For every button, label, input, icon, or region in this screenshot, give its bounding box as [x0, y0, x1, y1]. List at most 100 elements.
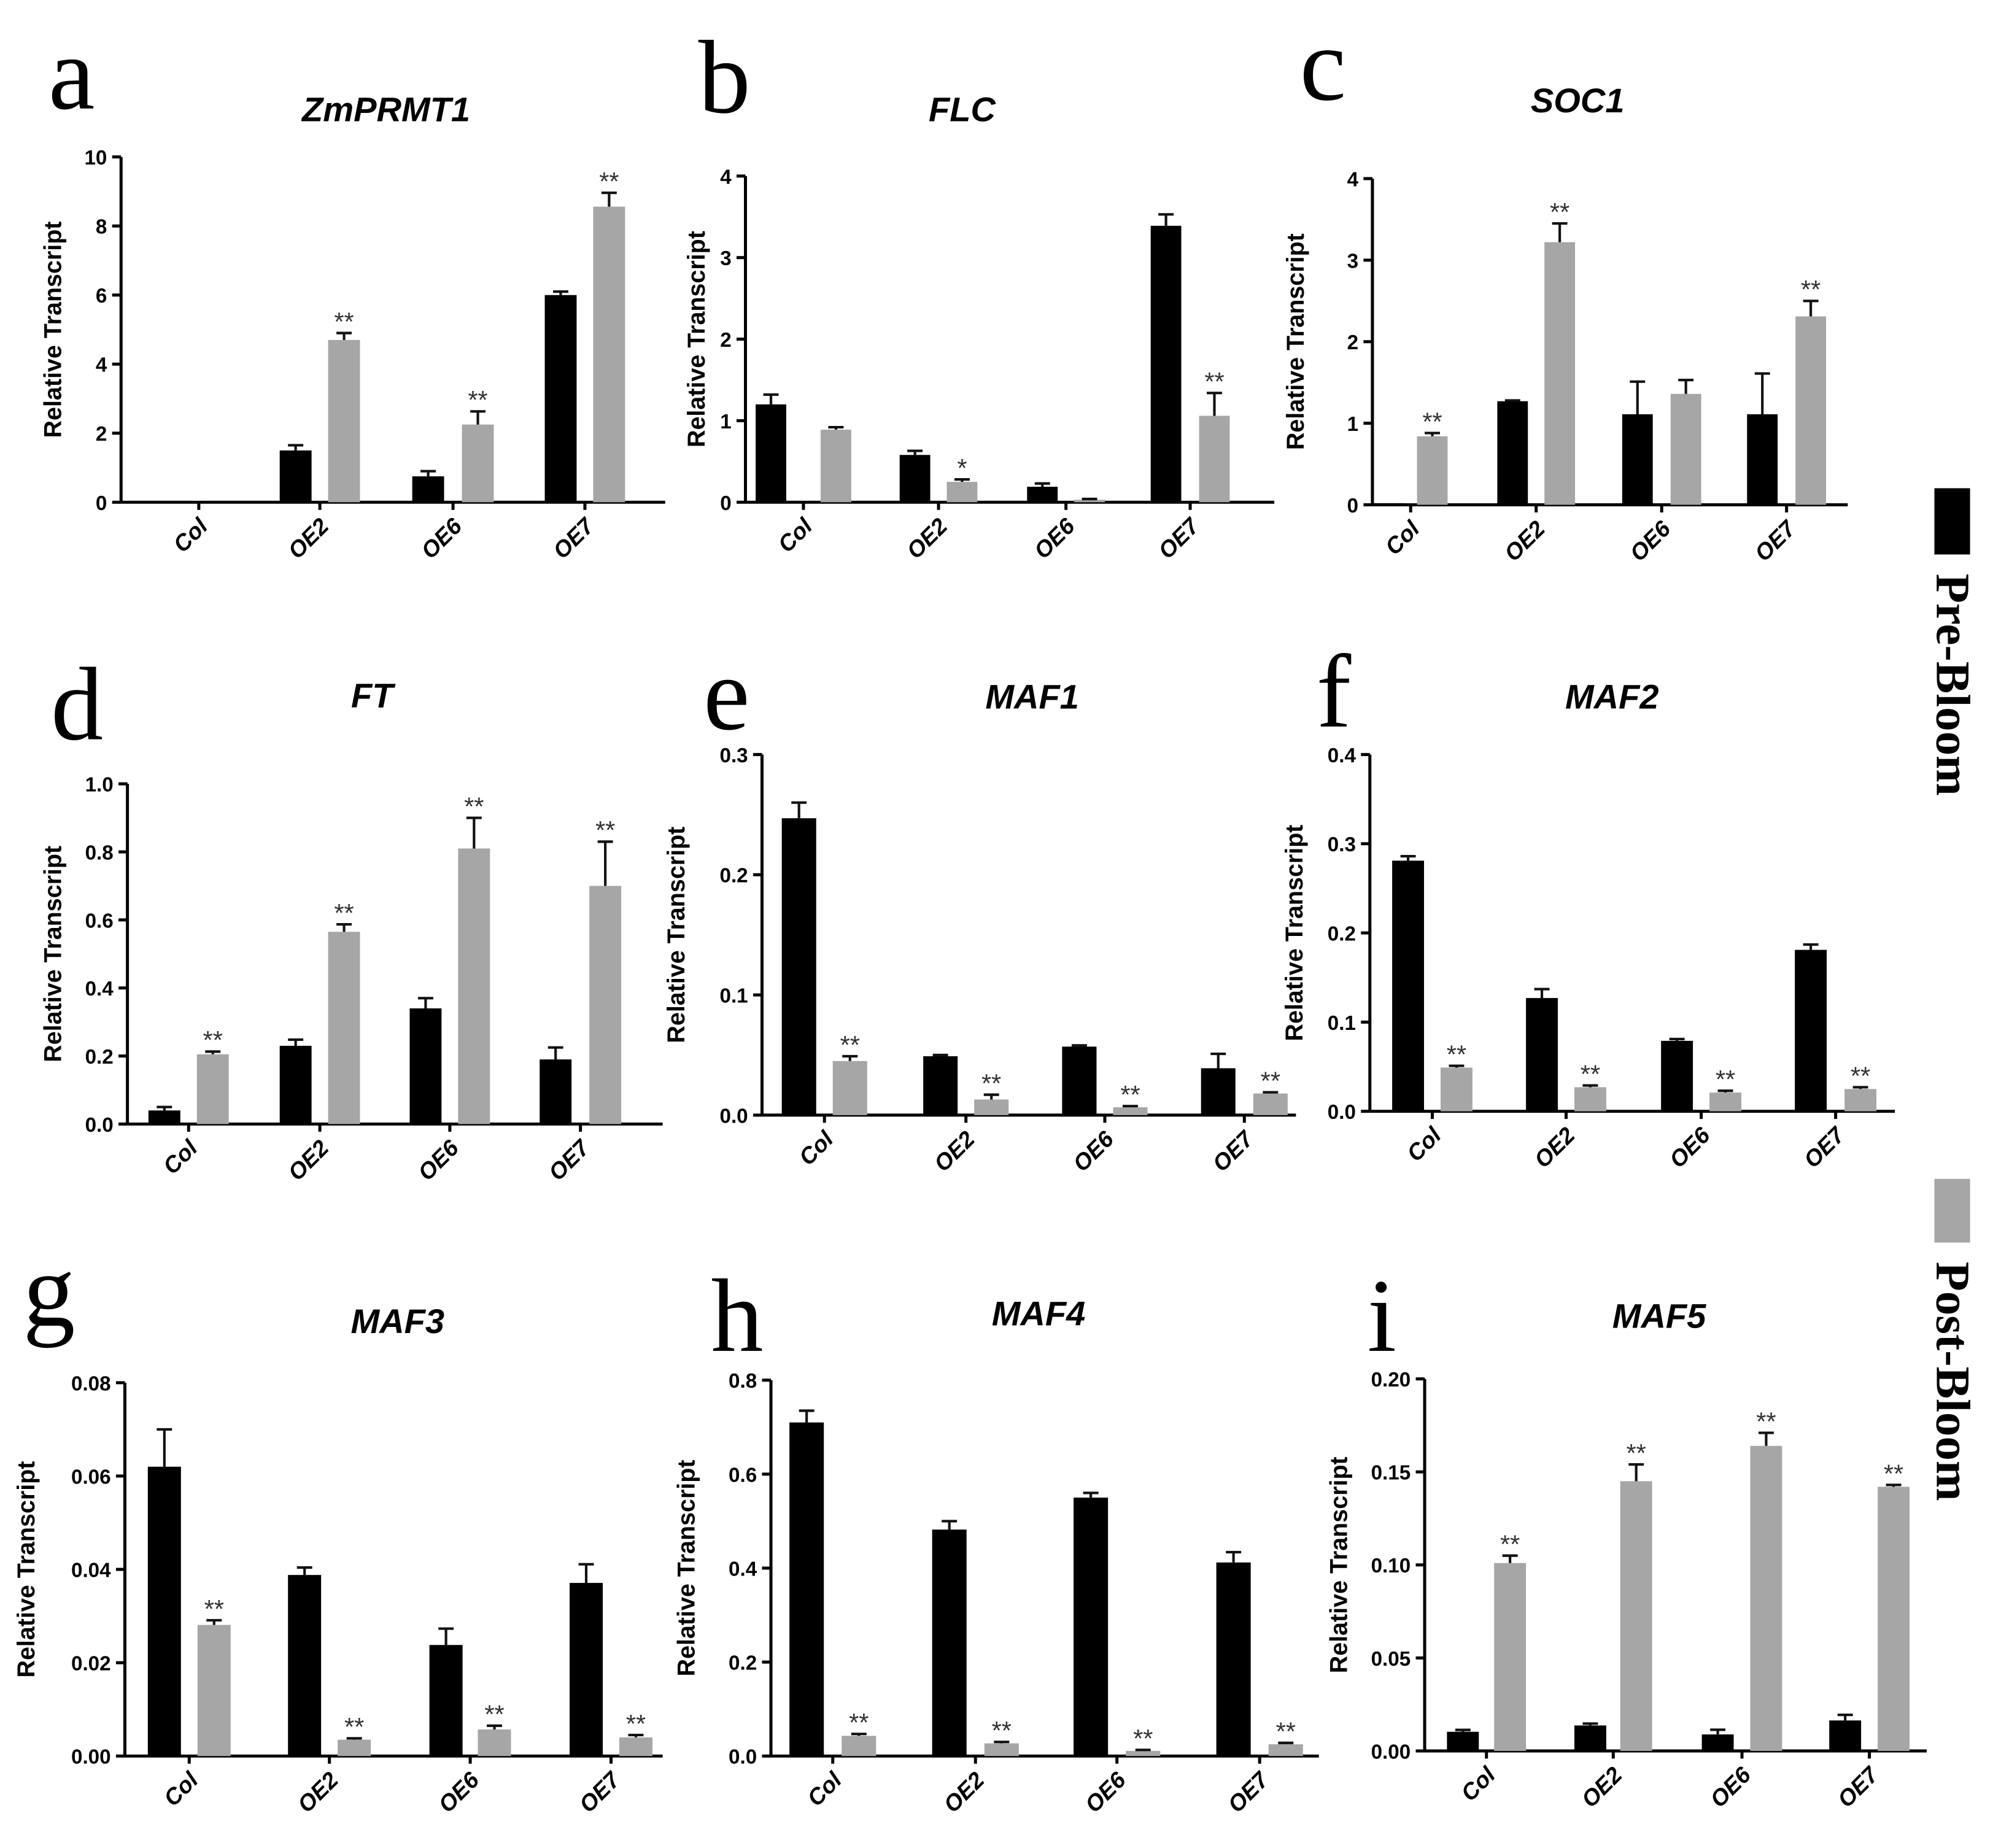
error-bar — [799, 1409, 815, 1423]
error-bar — [1504, 399, 1520, 402]
error-bar — [1082, 497, 1097, 501]
y-axis-label: Relative Transcript — [1325, 1456, 1352, 1673]
y-axis-label: Relative Transcript — [40, 846, 67, 1062]
error-bar — [1669, 1037, 1685, 1041]
bar-post-bloom — [1126, 1750, 1161, 1757]
bar-pre-bloom — [1216, 1562, 1251, 1757]
significance-label: ** — [1581, 1059, 1600, 1088]
bar-pre-bloom — [1201, 1068, 1236, 1115]
y-axis-label: Relative Transcript — [1282, 233, 1309, 450]
bar-post-bloom — [1441, 1067, 1472, 1112]
bar-post-bloom — [197, 1625, 231, 1757]
error-bar — [1083, 1491, 1099, 1498]
y-tick-label: 0.2 — [1328, 922, 1356, 945]
panel-letter: d — [51, 646, 103, 762]
error-bar — [1886, 1483, 1902, 1487]
y-tick-label: 0.8 — [729, 1370, 757, 1393]
significance-label: ** — [334, 307, 354, 336]
bar-pre-bloom — [570, 1583, 603, 1757]
error-bar — [763, 393, 779, 404]
y-tick-label: 0.6 — [85, 910, 114, 932]
legend-label-post-bloom: Post-Bloom — [1926, 1262, 1979, 1501]
panel-letter: g — [23, 1232, 75, 1348]
bar-pre-bloom — [148, 1110, 180, 1124]
y-tick-label: 0.05 — [1371, 1648, 1411, 1671]
error-bar — [1207, 392, 1222, 416]
bar-pre-bloom — [781, 818, 816, 1115]
error-bar — [1582, 1084, 1598, 1088]
error-bar — [1710, 1728, 1726, 1734]
panel-i: i MAF5 Relative Transcript 0.00 0.05 0.10 0.15… — [1325, 1258, 1927, 1812]
y-tick-label: 0.20 — [1371, 1369, 1411, 1391]
bar-post-bloom — [589, 886, 622, 1124]
significance-label: ** — [203, 1026, 223, 1054]
y-tick-label: 10 — [84, 147, 107, 169]
bar-post-bloom — [593, 206, 625, 503]
panel-letter: b — [699, 19, 751, 135]
significance-label: ** — [1801, 275, 1821, 304]
error-bar — [336, 922, 352, 932]
bar-pre-bloom — [544, 295, 577, 503]
error-bar — [994, 1741, 1010, 1744]
y-tick-label: 0.4 — [729, 1558, 757, 1580]
panel-letter: e — [703, 636, 750, 752]
panel-d: d FT Relative Transcript 0.0 0.2 0.4 0.6 0.8 1.0… — [40, 646, 663, 1185]
bar-post-bloom — [1574, 1087, 1606, 1112]
chart-title: FT — [351, 676, 396, 715]
significance-label: ** — [1422, 407, 1442, 436]
bar-pre-bloom — [288, 1575, 322, 1757]
panel-letter: a — [48, 15, 95, 131]
error-bar — [932, 1053, 948, 1057]
bar-pre-bloom — [789, 1422, 824, 1757]
y-tick-label: 1 — [720, 411, 731, 433]
error-bar — [470, 410, 486, 425]
bar-pre-bloom — [1374, 503, 1404, 505]
error-bar — [828, 425, 844, 430]
error-bar — [296, 1566, 312, 1575]
error-bar — [1717, 1089, 1733, 1093]
y-tick-label: 4 — [720, 166, 732, 188]
error-bar — [628, 1733, 644, 1738]
error-bar — [1759, 1431, 1774, 1446]
y-tick-label: 4 — [96, 354, 107, 377]
y-tick-label: 2 — [96, 423, 107, 446]
y-tick-label: 0.3 — [1328, 833, 1356, 856]
bar-pre-bloom — [1392, 860, 1425, 1112]
error-bar — [1534, 988, 1550, 999]
error-bar — [842, 1054, 858, 1061]
significance-label: ** — [626, 1709, 646, 1738]
bar-pre-bloom — [1661, 1040, 1693, 1112]
error-bar — [851, 1733, 867, 1736]
y-axis-label: Relative Transcript — [40, 222, 67, 438]
y-tick-label: 0.2 — [719, 865, 748, 887]
bar-post-bloom — [1878, 1487, 1910, 1751]
significance-label: ** — [1261, 1067, 1280, 1096]
bar-post-bloom — [1417, 436, 1448, 505]
error-bar — [288, 1038, 304, 1046]
error-bar — [346, 1737, 362, 1740]
error-bar — [1123, 1105, 1138, 1108]
chart-title: MAF1 — [985, 678, 1079, 716]
y-tick-label: 0 — [1347, 495, 1358, 517]
bar-post-bloom — [1253, 1093, 1288, 1115]
significance-label: ** — [1716, 1065, 1735, 1094]
panel-a: a ZmPRMT1 Relative Transcript 0 2 4 6 8 10 ** ** **… — [40, 15, 665, 563]
error-bar — [1034, 482, 1050, 487]
panel-letter: f — [1317, 633, 1352, 749]
bar-pre-bloom — [1062, 1046, 1097, 1115]
significance-label: ** — [1884, 1459, 1903, 1488]
bar-post-bloom — [1199, 416, 1230, 503]
significance-label: ** — [204, 1595, 224, 1623]
significance-label: ** — [344, 1712, 364, 1741]
y-tick-label: 1.0 — [85, 774, 114, 797]
bar-pre-bloom — [1497, 401, 1528, 505]
bar-post-bloom — [1113, 1107, 1148, 1115]
bar-post-bloom — [338, 1739, 371, 1757]
bar-pre-bloom — [1150, 225, 1182, 503]
error-bar — [1226, 1550, 1242, 1563]
significance-label: ** — [468, 385, 487, 414]
bar-post-bloom — [458, 848, 490, 1124]
y-tick-label: 0 — [96, 492, 107, 515]
error-bar — [907, 449, 923, 455]
error-bar — [1425, 431, 1440, 436]
